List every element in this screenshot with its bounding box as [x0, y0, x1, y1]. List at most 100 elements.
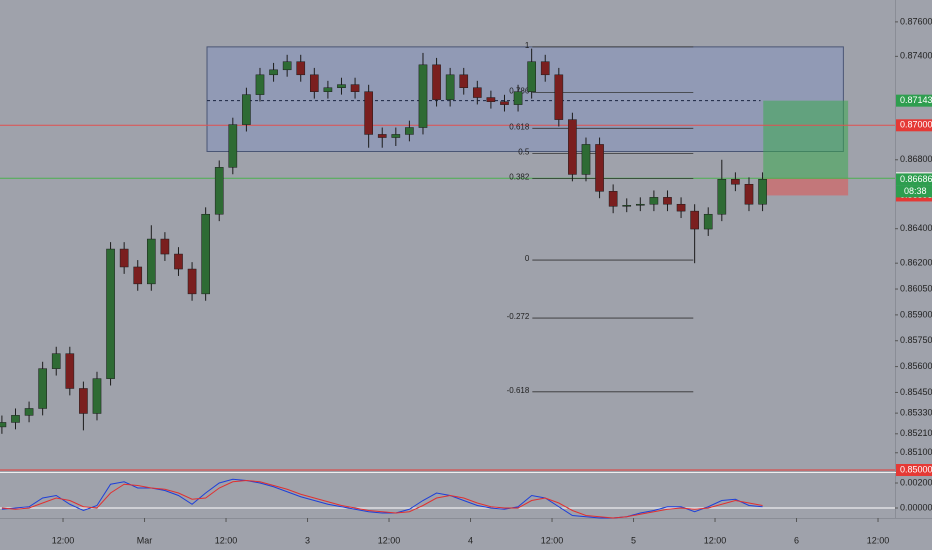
candle-body: [65, 353, 75, 389]
y-tick-label: 0.86400: [900, 223, 932, 233]
candle-body: [581, 144, 591, 175]
countdown: 08:38: [904, 186, 927, 196]
y-tick-label: 0.00200: [900, 477, 932, 487]
candle-body: [676, 203, 686, 212]
candle-body: [554, 74, 564, 120]
x-tick-label: 12:00: [52, 535, 75, 545]
candle-body: [214, 167, 224, 215]
candle-body: [201, 213, 210, 295]
target-zone: [763, 100, 849, 179]
candle-body: [255, 74, 265, 95]
candle-body: [174, 253, 183, 270]
x-tick-label: 4: [468, 535, 473, 545]
y-tick-label: 0.85210: [900, 428, 932, 438]
candle-body: [391, 134, 401, 138]
candle-body: [38, 368, 47, 409]
candle-body: [649, 197, 659, 205]
candle-body: [486, 97, 496, 102]
candle-body: [364, 91, 373, 135]
x-tick-label: 12:00: [704, 535, 727, 545]
range-box: [206, 46, 844, 152]
y-tick-label: 0.85100: [900, 447, 932, 457]
y-tick-label: 0.85750: [900, 335, 932, 345]
fib-label: -0.618: [507, 386, 530, 395]
indicator-line: [1, 479, 763, 519]
fib-label: 0: [525, 254, 530, 263]
candle-body: [608, 191, 618, 207]
fib-label: 0.5: [518, 148, 530, 157]
fib-label: 1: [525, 41, 530, 50]
price-tag-label: 0.87000: [900, 120, 932, 130]
candle-body: [432, 64, 441, 100]
candle-body: [540, 61, 550, 76]
x-tick-label: 6: [794, 535, 799, 545]
candle-body: [459, 74, 469, 88]
y-tick-label: 0.87600: [900, 16, 932, 26]
y-tick-label: 0.00000: [900, 502, 932, 512]
price-tag-label: 0.85000: [900, 464, 932, 474]
candle-body: [758, 178, 767, 205]
fib-label: 0.786: [509, 87, 530, 96]
candle-body: [663, 197, 672, 205]
x-tick-label: Mar: [137, 535, 153, 545]
candle-body: [51, 353, 61, 369]
price-tag: [896, 119, 932, 132]
candle-body: [24, 408, 34, 416]
y-tick-label: 0.86050: [900, 283, 932, 293]
candle-body: [0, 422, 7, 428]
candle-body: [119, 248, 129, 268]
x-tick-label: 3: [305, 535, 310, 545]
fib-label: 0.382: [509, 173, 530, 182]
price-tag-label: 0.86686: [900, 174, 932, 184]
candle-body: [269, 69, 278, 76]
candle-body: [717, 178, 727, 215]
y-tick-label: 0.85450: [900, 387, 932, 397]
candle-body: [92, 378, 102, 414]
candle-body: [513, 91, 523, 105]
stop-zone: [763, 178, 849, 196]
candle-body: [690, 210, 699, 230]
candle-body: [405, 127, 414, 135]
x-tick-label: 12:00: [541, 535, 564, 545]
candle-body: [527, 61, 536, 92]
candle-body: [187, 268, 197, 295]
candle-body: [377, 134, 387, 138]
candle-body: [296, 61, 306, 76]
y-tick-label: 0.85900: [900, 309, 932, 319]
candle-body: [309, 74, 319, 92]
y-tick-label: 0.86200: [900, 258, 932, 268]
candle-body: [445, 74, 455, 100]
x-tick-label: 12:00: [378, 535, 401, 545]
price-tag: [896, 464, 932, 476]
candle-body: [242, 94, 251, 125]
candle-body: [703, 213, 713, 230]
price-tag: [896, 173, 932, 186]
price-tag: [896, 94, 932, 107]
candle-body: [282, 61, 292, 71]
fib-label: -0.272: [507, 312, 530, 321]
candle-body: [228, 124, 238, 168]
candle-body: [622, 205, 632, 207]
price-tag-label: 0.87143: [900, 95, 932, 105]
y-tick-label: 0.85600: [900, 361, 932, 371]
y-tick-label: 0.86800: [900, 154, 932, 164]
candle-body: [323, 87, 333, 92]
candle-body: [635, 203, 645, 206]
x-tick-label: 12:00: [867, 535, 890, 545]
candle-body: [160, 238, 170, 255]
candle-body: [418, 64, 428, 128]
countdown-tag: [896, 185, 932, 198]
fib-label: 0.618: [509, 122, 530, 131]
candle-body: [146, 238, 156, 285]
candle-body: [11, 415, 20, 423]
candle-body: [472, 87, 482, 98]
candle-body: [79, 388, 88, 414]
candle-body: [337, 84, 346, 88]
candle-body: [595, 144, 604, 192]
candle-body: [744, 183, 754, 205]
x-tick-label: 5: [631, 535, 636, 545]
y-tick-label: 0.85330: [900, 407, 932, 417]
y-tick-label: 0.87400: [900, 51, 932, 61]
